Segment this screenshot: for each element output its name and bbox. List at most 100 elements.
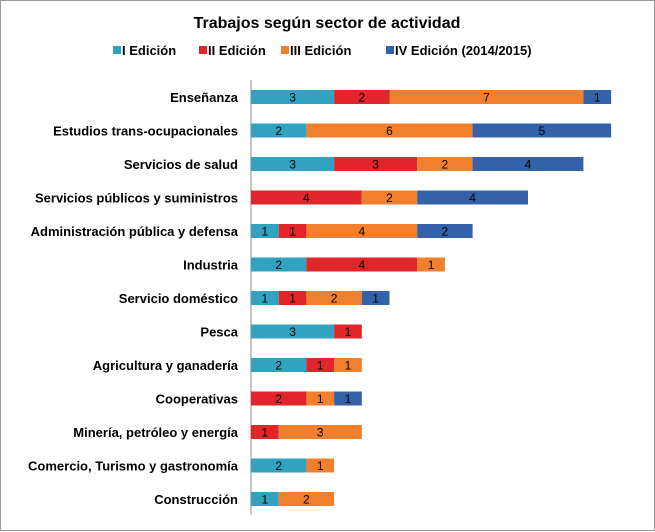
legend-swatch-4 [386, 46, 394, 54]
category-label-servicios-publicos-y-suministros: Servicios públicos y suministros [35, 191, 238, 206]
bar-segment-servicio-domestico-series-2 [278, 291, 307, 305]
data-label-comercio-turismo-y-gastronomia-series-3: 1 [317, 459, 324, 473]
data-label-servicios-de-salud-series-4: 4 [525, 158, 532, 172]
bar-segment-agricultura-y-ganaderia-series-3 [334, 358, 362, 372]
bar-segment-ensenanza-series-2 [334, 90, 390, 104]
bar-segment-agricultura-y-ganaderia-series-2 [306, 358, 335, 372]
legend-swatch-1 [113, 46, 121, 54]
data-label-estudios-trans-ocupacionales-series-3: 6 [386, 124, 393, 138]
category-label-pesca: Pesca [200, 325, 238, 340]
bar-segment-estudios-trans-ocupacionales-series-3 [306, 123, 473, 138]
bars: 3 2 7 12 6 53 3 2 44 2 41 1 4 22 4 11 1 2 13 12 1 12 1 11 32 11 2 [251, 90, 612, 507]
legend-label-3: III Edición [290, 43, 351, 58]
data-label-ensenanza-series-3: 7 [483, 91, 490, 105]
chart-legend: I Edición II Edición III Edición IV Edición… [113, 43, 532, 58]
data-label-agricultura-y-ganaderia-series-2: 1 [317, 359, 324, 373]
data-label-pesca-series-2: 1 [345, 325, 352, 339]
bar-segment-servicios-de-salud-series-1 [251, 157, 335, 171]
category-label-ensenanza: Enseñanza [170, 90, 239, 105]
data-label-administracion-publica-y-defensa-series-4: 2 [442, 225, 449, 239]
data-label-industria-series-3: 1 [428, 258, 435, 272]
bar-segment-estudios-trans-ocupacionales-series-1 [251, 123, 307, 138]
data-label-industria-series-1: 2 [275, 258, 282, 272]
data-label-administracion-publica-y-defensa-series-1: 1 [262, 225, 269, 239]
bar-segment-industria-series-2 [306, 257, 418, 272]
data-label-servicio-domestico-series-1: 1 [262, 292, 269, 306]
bar-segment-construccion-series-3 [278, 492, 335, 506]
bar-segment-pesca-series-2 [334, 324, 362, 339]
chart-title: Trabajos según sector de actividad [194, 15, 461, 32]
bar-segment-administracion-publica-y-defensa-series-2 [278, 224, 307, 238]
bar-segment-servicios-de-salud-series-2 [334, 157, 418, 171]
category-label-administracion-publica-y-defensa: Administración pública y defensa [31, 224, 239, 239]
data-label-administracion-publica-y-defensa-series-3: 4 [358, 225, 365, 239]
bar-segment-estudios-trans-ocupacionales-series-4 [472, 123, 612, 138]
category-label-agricultura-y-ganaderia: Agricultura y ganadería [93, 358, 239, 373]
category-label-construccion: Construcción [154, 492, 238, 507]
data-label-ensenanza-series-2: 2 [358, 91, 365, 105]
bar-segment-ensenanza-series-1 [251, 90, 335, 104]
data-label-cooperativas-series-3: 1 [317, 392, 324, 406]
bar-segment-cooperativas-series-2 [251, 391, 307, 406]
data-label-estudios-trans-ocupacionales-series-4: 5 [539, 124, 546, 138]
category-label-mineria-petroleo-y-energia: Minería, petróleo y energía [73, 425, 238, 440]
data-label-ensenanza-series-1: 3 [289, 91, 296, 105]
data-label-servicios-de-salud-series-2: 3 [372, 158, 379, 172]
data-label-servicios-publicos-y-suministros-series-2: 4 [303, 191, 310, 205]
bar-segment-industria-series-3 [417, 257, 445, 272]
bar-segment-ensenanza-series-3 [389, 90, 584, 104]
data-label-industria-series-2: 4 [358, 258, 365, 272]
data-label-servicios-de-salud-series-3: 2 [442, 158, 449, 172]
category-label-industria: Industria [183, 258, 239, 273]
bar-segment-cooperativas-series-4 [334, 391, 362, 406]
bar-segment-industria-series-1 [251, 257, 307, 272]
data-label-servicio-domestico-series-2: 1 [289, 292, 296, 306]
data-label-comercio-turismo-y-gastronomia-series-1: 2 [275, 459, 282, 473]
data-label-servicios-publicos-y-suministros-series-3: 2 [386, 191, 393, 205]
data-label-estudios-trans-ocupacionales-series-1: 2 [275, 124, 282, 138]
category-label-servicios-de-salud: Servicios de salud [124, 157, 238, 172]
bar-segment-administracion-publica-y-defensa-series-1 [251, 224, 279, 238]
bar-segment-mineria-petroleo-y-energia-series-3 [278, 425, 362, 439]
data-label-agricultura-y-ganaderia-series-3: 1 [345, 359, 352, 373]
category-labels: Enseñanza Estudios trans-ocupacionales Ser… [28, 90, 239, 507]
bar-segment-agricultura-y-ganaderia-series-1 [251, 358, 307, 372]
bar-segment-servicio-domestico-series-1 [251, 291, 279, 305]
bar-segment-comercio-turismo-y-gastronomia-series-3 [306, 458, 335, 473]
data-label-construccion-series-1: 1 [262, 493, 269, 507]
bar-segment-ensenanza-series-4 [583, 90, 612, 104]
data-label-agricultura-y-ganaderia-series-1: 2 [275, 359, 282, 373]
category-label-servicio-domestico: Servicio doméstico [119, 291, 238, 306]
legend-label-4: IV Edición (2014/2015) [395, 43, 532, 58]
bar-segment-servicio-domestico-series-3 [306, 291, 362, 305]
bar-segment-servicio-domestico-series-4 [361, 291, 390, 305]
legend-label-1: I Edición [122, 43, 176, 58]
data-label-construccion-series-3: 2 [303, 493, 310, 507]
data-label-servicios-publicos-y-suministros-series-4: 4 [469, 191, 476, 205]
bar-segment-servicios-de-salud-series-3 [417, 157, 473, 171]
bar-segment-servicios-publicos-y-suministros-series-3 [361, 190, 418, 205]
category-label-cooperativas: Cooperativas [156, 392, 238, 407]
legend-swatch-3 [281, 46, 289, 54]
bar-segment-mineria-petroleo-y-energia-series-2 [251, 425, 279, 439]
bar-segment-administracion-publica-y-defensa-series-3 [306, 224, 418, 238]
bar-segment-administracion-publica-y-defensa-series-4 [417, 224, 473, 238]
data-label-servicios-de-salud-series-1: 3 [289, 158, 296, 172]
bar-segment-servicios-de-salud-series-4 [472, 157, 584, 171]
data-label-administracion-publica-y-defensa-series-2: 1 [289, 225, 296, 239]
category-label-estudios-trans-ocupacionales: Estudios trans-ocupacionales [53, 124, 238, 139]
bar-segment-pesca-series-1 [251, 324, 335, 339]
data-label-cooperativas-series-2: 2 [275, 392, 282, 406]
data-label-mineria-petroleo-y-energia-series-2: 1 [262, 426, 269, 440]
bar-segment-comercio-turismo-y-gastronomia-series-1 [251, 458, 307, 473]
bar-segment-construccion-series-1 [251, 492, 279, 506]
legend-swatch-2 [199, 46, 207, 54]
data-label-cooperativas-series-4: 1 [345, 392, 352, 406]
data-label-pesca-series-1: 3 [289, 325, 296, 339]
legend-label-2: II Edición [208, 43, 266, 58]
category-label-comercio-turismo-y-gastronomia: Comercio, Turismo y gastronomía [28, 459, 239, 474]
bar-segment-cooperativas-series-3 [306, 391, 335, 406]
data-label-ensenanza-series-4: 1 [594, 91, 601, 105]
